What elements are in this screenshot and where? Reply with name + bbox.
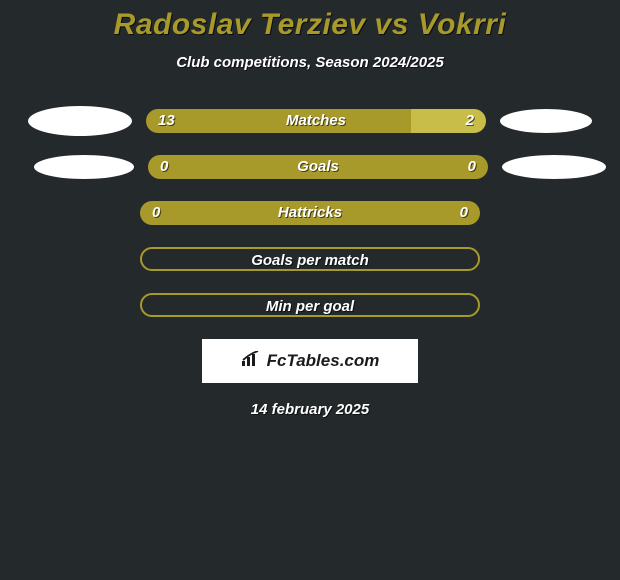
stat-row: 0 Goals 0	[0, 155, 620, 179]
bar-left-fill	[146, 109, 411, 133]
comparison-infographic: Radoslav Terziev vs Vokrri Club competit…	[0, 0, 620, 418]
page-title: Radoslav Terziev vs Vokrri	[0, 8, 620, 42]
subtitle: Club competitions, Season 2024/2025	[0, 54, 620, 71]
stat-row: Goals per match	[0, 247, 620, 271]
player-left-bubble	[34, 155, 134, 179]
stats-rows: 13 Matches 2 0 Goals 0 0 Hattr	[0, 109, 620, 317]
stat-label: Goals per match	[142, 249, 478, 271]
stat-row: Min per goal	[0, 293, 620, 317]
stat-bar-matches: 13 Matches 2	[146, 109, 486, 133]
player-right-bubble	[500, 109, 592, 133]
stat-label: Min per goal	[142, 295, 478, 317]
stat-bar-min-per-goal: Min per goal	[140, 293, 480, 317]
bar-right-fill	[411, 109, 486, 133]
stat-row: 0 Hattricks 0	[0, 201, 620, 225]
stat-bar-goals-per-match: Goals per match	[140, 247, 480, 271]
bar-left-fill	[148, 155, 488, 179]
badge-text: FcTables.com	[267, 351, 380, 371]
player-right-bubble	[502, 155, 606, 179]
source-badge: FcTables.com	[202, 339, 418, 383]
bar-left-fill	[140, 201, 480, 225]
date-label: 14 february 2025	[0, 401, 620, 418]
stat-bar-hattricks: 0 Hattricks 0	[140, 201, 480, 225]
stat-row: 13 Matches 2	[0, 109, 620, 133]
stat-bar-goals: 0 Goals 0	[148, 155, 488, 179]
player-left-bubble	[28, 106, 132, 136]
chart-icon	[241, 351, 261, 372]
